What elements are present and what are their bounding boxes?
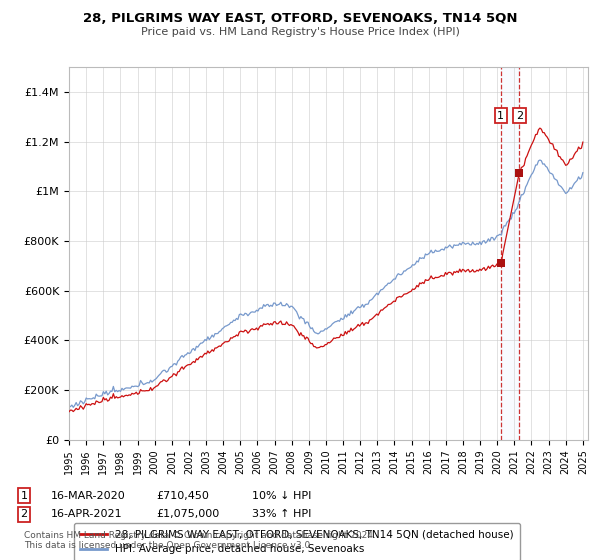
Text: 2: 2	[516, 111, 523, 120]
Text: 1: 1	[497, 111, 505, 120]
Text: 16-APR-2021: 16-APR-2021	[51, 509, 122, 519]
Bar	[501, 67, 520, 440]
Text: 1: 1	[20, 491, 28, 501]
Text: 28, PILGRIMS WAY EAST, OTFORD, SEVENOAKS, TN14 5QN: 28, PILGRIMS WAY EAST, OTFORD, SEVENOAKS…	[83, 12, 517, 25]
Text: 2: 2	[20, 509, 28, 519]
Text: 16-MAR-2020: 16-MAR-2020	[51, 491, 126, 501]
Text: Contains HM Land Registry data © Crown copyright and database right 2024.
This d: Contains HM Land Registry data © Crown c…	[24, 530, 376, 550]
Text: £1,075,000: £1,075,000	[156, 509, 219, 519]
Text: 33% ↑ HPI: 33% ↑ HPI	[252, 509, 311, 519]
Text: 10% ↓ HPI: 10% ↓ HPI	[252, 491, 311, 501]
Legend: 28, PILGRIMS WAY EAST, OTFORD, SEVENOAKS, TN14 5QN (detached house), HPI: Averag: 28, PILGRIMS WAY EAST, OTFORD, SEVENOAKS…	[74, 523, 520, 560]
Text: Price paid vs. HM Land Registry's House Price Index (HPI): Price paid vs. HM Land Registry's House …	[140, 27, 460, 37]
Text: £710,450: £710,450	[156, 491, 209, 501]
